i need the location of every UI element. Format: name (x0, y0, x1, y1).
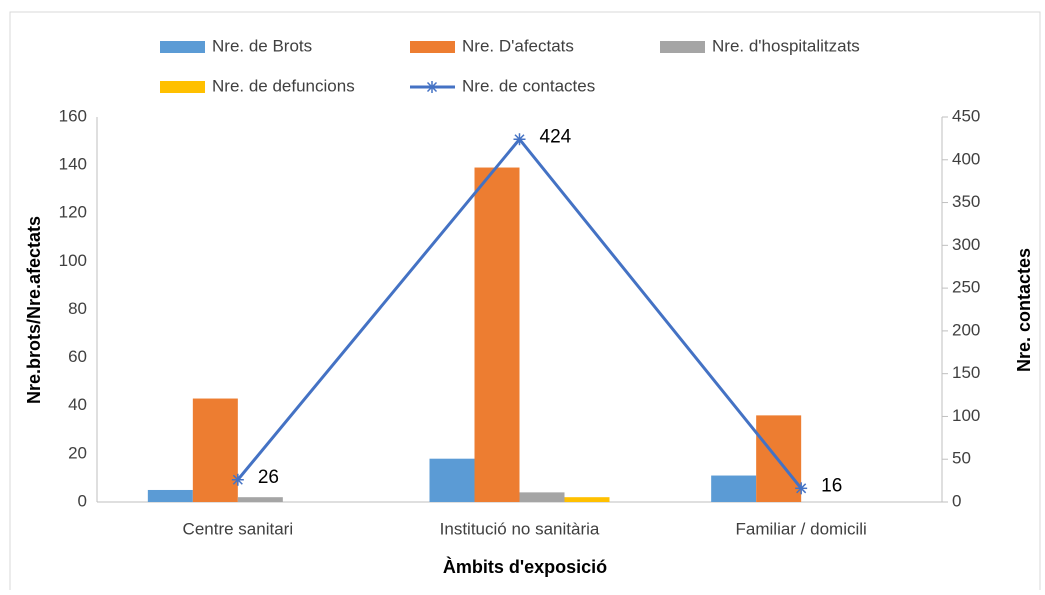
y2-tick-label: 400 (952, 149, 980, 168)
y-tick-label: 80 (68, 299, 87, 318)
legend-item: Nre. de defuncions (160, 76, 355, 95)
bar (237, 497, 283, 502)
x-axis-title: Àmbits d'exposició (443, 556, 607, 577)
y-tick-label: 160 (59, 106, 87, 125)
legend-label: Nre. D'afectats (462, 36, 574, 55)
y2-tick-label: 0 (952, 491, 961, 510)
legend-label: Nre. de contactes (462, 76, 595, 95)
marker-stroke (796, 483, 807, 494)
line-marker (231, 473, 244, 486)
line-marker (513, 133, 526, 146)
y2-tick-label: 250 (952, 278, 980, 297)
legend-item: Nre. de Brots (160, 36, 312, 55)
y-tick-label: 140 (59, 155, 87, 174)
legend-item: Nre. d'hospitalitzats (660, 36, 860, 55)
legend-swatch (410, 41, 455, 53)
marker-stroke (232, 474, 243, 485)
data-label: 16 (821, 475, 842, 496)
data-label: 424 (540, 126, 572, 147)
bar (147, 489, 193, 502)
y-tick-label: 100 (59, 251, 87, 270)
legend-label: Nre. d'hospitalitzats (712, 36, 860, 55)
bar (711, 475, 757, 502)
y-tick-label: 60 (68, 347, 87, 366)
y2-tick-label: 50 (952, 449, 971, 468)
x-tick-label: Institució no sanitària (440, 519, 600, 538)
legend-item: Nre. de contactes (410, 76, 595, 95)
y2-tick-label: 350 (952, 192, 980, 211)
data-label: 26 (258, 467, 279, 488)
legend-swatch (160, 41, 205, 53)
y2-tick-label: 300 (952, 235, 980, 254)
line-marker (795, 482, 808, 495)
y2-tick-label: 450 (952, 106, 980, 125)
y-tick-label: 40 (68, 395, 87, 414)
x-tick-label: Centre sanitari (183, 519, 294, 538)
y2-axis-title: Nre. contactes (1014, 248, 1034, 372)
y-tick-label: 20 (68, 443, 87, 462)
chart-frame (9, 11, 1041, 595)
y-tick-label: 0 (78, 491, 87, 510)
bar (474, 167, 520, 502)
marker-stroke (514, 134, 525, 145)
y-axis-title: Nre.brots/Nre.afectats (24, 216, 44, 404)
y2-tick-label: 150 (952, 363, 980, 382)
y2-tick-label: 200 (952, 320, 980, 339)
legend-label: Nre. de defuncions (212, 76, 355, 95)
bar (429, 458, 475, 502)
x-tick-label: Familiar / domicili (736, 519, 867, 538)
bar (519, 492, 565, 502)
legend-swatch (660, 41, 705, 53)
y2-tick-label: 100 (952, 406, 980, 425)
marker-stroke (426, 81, 438, 93)
legend-label: Nre. de Brots (212, 36, 312, 55)
legend-swatch (160, 81, 205, 93)
bar (192, 398, 238, 502)
y-tick-label: 120 (59, 203, 87, 222)
bar (564, 497, 610, 502)
legend-item: Nre. D'afectats (410, 36, 574, 55)
